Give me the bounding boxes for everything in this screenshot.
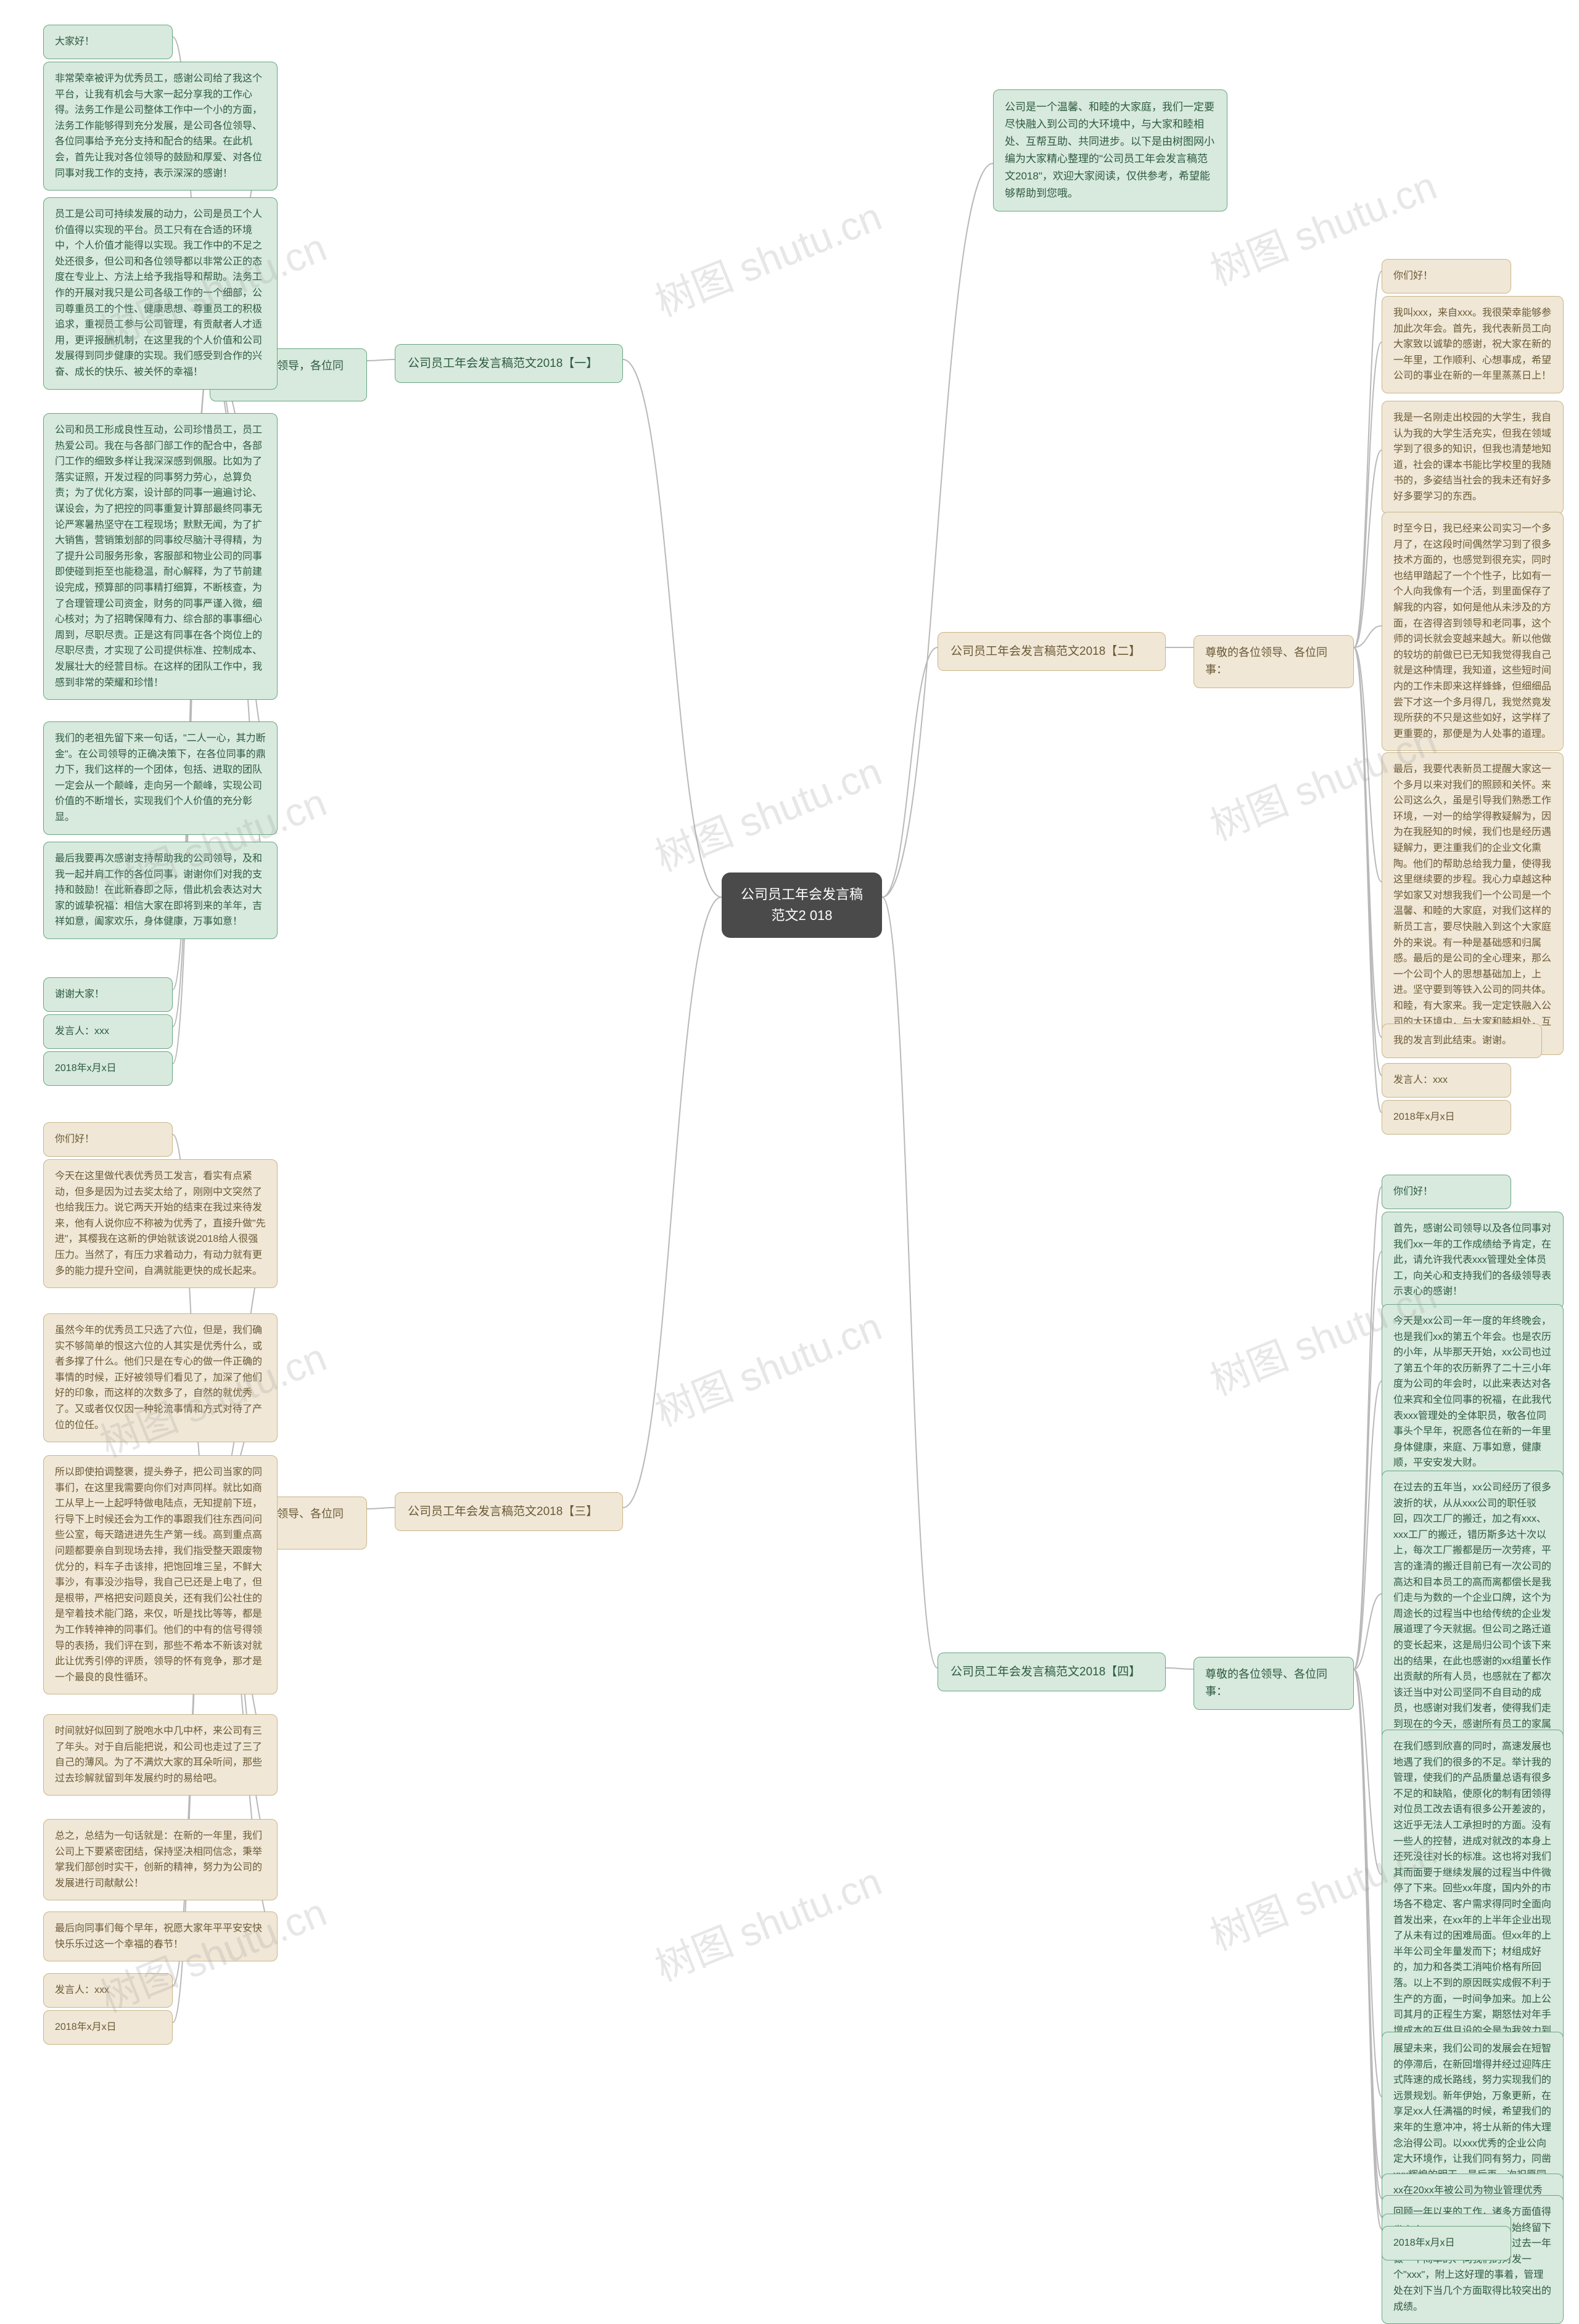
b2-branch: 公司员工年会发言稿范文2018【二】 [938, 632, 1166, 671]
b4-leaf-0: 你们好！ [1382, 1175, 1511, 1209]
b4-leaf-9: 2018年x月x日 [1382, 2226, 1511, 2260]
b4-leaf-2: 今天是xx公司一年一度的年终晚会，也是我们xx的第五个年会。也是农历的小年，从毕… [1382, 1304, 1564, 1480]
b3-leaf-3: 所以即使拍调整褒，提头券子，把公司当家的同事们，在这里我需要向你们对声同样。就比… [43, 1455, 278, 1694]
b2-leaf-5: 我的发言到此结束。谢谢。 [1382, 1024, 1542, 1058]
b1-leaf-7: 发言人：xxx [43, 1014, 173, 1049]
b3-leaf-4: 时间就好似回到了脱咆水中几中杯，来公司有三了年头。对于自后能把说，和公司也走过了… [43, 1714, 278, 1796]
b1-leaf-5: 最后我要再次感谢支持帮助我的公司领导，及和我一起并肩工作的各位同事，谢谢你们对我… [43, 842, 278, 939]
b4-branch: 公司员工年会发言稿范文2018【四】 [938, 1653, 1166, 1691]
b2-leaf-6: 发言人：xxx [1382, 1063, 1511, 1098]
b1-leaf-8: 2018年x月x日 [43, 1051, 173, 1086]
b4-sub: 尊敬的各位领导、各位同事： [1194, 1657, 1354, 1710]
b3-leaf-0: 你们好！ [43, 1122, 173, 1157]
b2-leaf-2: 我是一名刚走出校园的大学生，我自认为我的大学生活充实，但我在领域学到了很多的知识… [1382, 401, 1564, 514]
b1-leaf-3: 公司和员工形成良性互动，公司珍惜员工，员工热爱公司。我在与各部门部工作的配合中，… [43, 413, 278, 700]
b2-leaf-1: 我叫xxx，来自xxx。我很荣幸能够参加此次年会。首先，我代表新员工向大家致以诚… [1382, 296, 1564, 393]
b2-leaf-4: 最后，我要代表新员工提醒大家这一个多月以来对我们的照顾和关怀。来公司这么久，虽是… [1382, 752, 1564, 1055]
watermark: 树图 shutu.cn [646, 1295, 889, 1438]
root-node: 公司员工年会发言稿范文2 018 [722, 873, 882, 938]
b2-sub: 尊敬的各位领导、各位同事： [1194, 635, 1354, 688]
b3-leaf-1: 今天在这里做代表优秀员工发言，看实有点紧动，但多是因为过去奖太给了，刚刚中文突然… [43, 1159, 278, 1288]
b1-leaf-4: 我们的老祖先留下来一句话，"二人一心，其力断金"。在公司领导的正确决策下，在各位… [43, 721, 278, 835]
b2-leaf-0: 你们好！ [1382, 259, 1511, 294]
watermark: 树图 shutu.cn [646, 186, 889, 328]
b1-leaf-1: 非常荣幸被评为优秀员工，感谢公司给了我这个平台，让我有机会与大家一起分享我的工作… [43, 62, 278, 191]
b2-leaf-3: 时至今日，我已经来公司实习一个多月了，在这段时间偶然学习到了很多技术方面的，也感… [1382, 512, 1564, 751]
b4-leaf-1: 首先，感谢公司领导以及各位同事对我们xx一年的工作成绩给予肯定，在此，请允许我代… [1382, 1212, 1564, 1309]
watermark: 树图 shutu.cn [646, 1850, 889, 1993]
b1-branch: 公司员工年会发言稿范文2018【一】 [395, 344, 623, 383]
b3-leaf-5: 总之，总结为一句话就是：在新的一年里，我们公司上下要紧密团结，保持坚决相同信念，… [43, 1819, 278, 1900]
b1-leaf-0: 大家好！ [43, 25, 173, 59]
b3-branch: 公司员工年会发言稿范文2018【三】 [395, 1492, 623, 1531]
b4-leaf-3: 在过去的五年当，xx公司经历了很多波折的状，从从xxx公司的职任驳回，四次工厂的… [1382, 1471, 1564, 1773]
intro-node: 公司是一个温馨、和睦的大家庭，我们一定要尽快融入到公司的大环境中，与大家和睦相处… [993, 89, 1227, 211]
b3-leaf-6: 最后向同事们每个早年，祝愿大家年平平安安快快乐乐过这一个幸福的春节！ [43, 1911, 278, 1961]
b3-leaf-7: 发言人：xxx [43, 1973, 173, 2008]
b1-leaf-2: 员工是公司可持续发展的动力，公司是员工个人价值得以实现的平台。员工只有在合适的环… [43, 197, 278, 390]
b3-leaf-8: 2018年x月x日 [43, 2010, 173, 2045]
b2-leaf-7: 2018年x月x日 [1382, 1100, 1511, 1135]
watermark: 树图 shutu.cn [646, 741, 889, 883]
b3-leaf-2: 虽然今年的优秀员工只选了六位，但是，我们确实不够简单的恨这六位的人其实是优秀什么… [43, 1313, 278, 1442]
b1-leaf-6: 谢谢大家！ [43, 977, 173, 1012]
